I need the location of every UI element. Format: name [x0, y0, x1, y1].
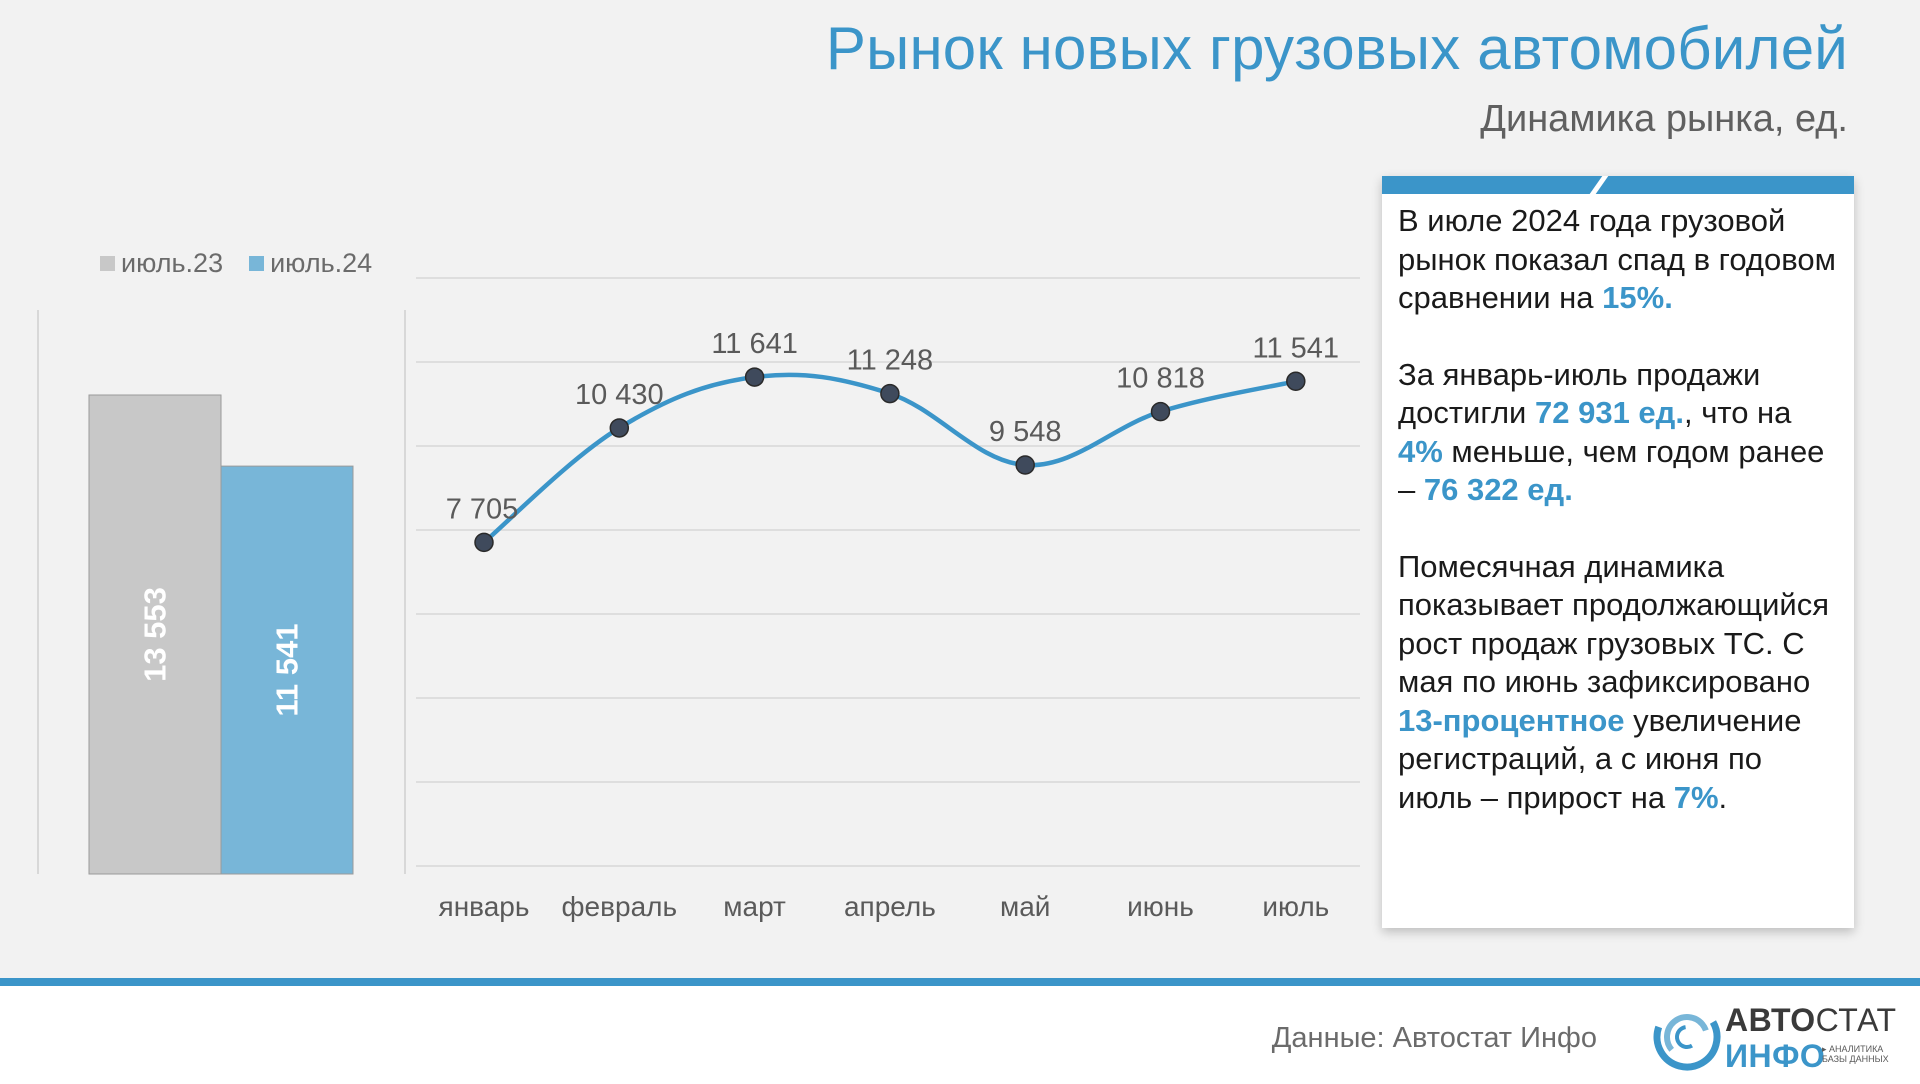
legend-item-2024: июль.24: [249, 248, 372, 279]
line-value-label-февраль: 10 430: [575, 379, 664, 411]
p2-highlight-total: 72 931 ед.: [1535, 395, 1684, 430]
legend-item-2023: июль.23: [100, 248, 223, 279]
logo-text-top: АВТОСТАТ: [1725, 1002, 1897, 1038]
legend-label-2024: июль.24: [270, 248, 373, 278]
charts-area: 13 553 11 541 7 705 январь 10 430 февраль 11 6…: [37, 277, 1360, 922]
p3-text-c: увеличение регистраций, а с июня по июль…: [1398, 702, 1802, 815]
logo-swirl-icon: [1653, 1003, 1721, 1071]
logo-tagline: ▸ АНАЛИТИКА БАЗЫ ДАННЫХ: [1822, 1044, 1889, 1064]
line-value-label-июнь: 10 818: [1116, 363, 1205, 395]
p3-highlight-7: 7%: [1673, 779, 1719, 815]
x-tick-label-май: май: [1000, 891, 1050, 922]
legend-label-2023: июль.23: [121, 248, 224, 278]
summary-text: В июле 2024 года грузовой рынок показал …: [1398, 202, 1844, 855]
line-point-февраль: [609, 418, 630, 438]
page-subtitle: Динамика рынка, ед.: [1480, 98, 1848, 140]
line-point-июнь: [1150, 401, 1171, 422]
textbox-accent-bar: [1382, 176, 1854, 194]
bar-1: [88, 394, 222, 875]
p1-highlight: 15%.: [1602, 280, 1673, 315]
summary-textbox: В июле 2024 года грузовой рынок показал …: [1382, 176, 1854, 928]
line-point-май: [1015, 455, 1035, 475]
summary-paragraph-2: За январь-июль продажи достигли 72 931 е…: [1398, 356, 1844, 510]
line-point-январь: [474, 532, 494, 553]
p3-highlight-13: 13-процентное: [1398, 702, 1625, 738]
line-value-label-май: 9 548: [989, 416, 1062, 448]
p3-text-a: Помесячная динамика показывает продолжаю…: [1398, 548, 1830, 700]
p1-text: В июле 2024 года грузовой рынок показал …: [1398, 203, 1836, 315]
logo-text-bottom: ИНФО: [1725, 1038, 1826, 1074]
legend-swatch-2024: [249, 256, 265, 271]
line-point-март: [744, 367, 765, 387]
line-value-label-апрель: 11 248: [847, 345, 934, 377]
footer: [0, 986, 1920, 1084]
autostat-logo: АВТОСТАТ ИНФО ▸ АНАЛИТИКА БАЗЫ ДАННЫХ: [1650, 1000, 1897, 1074]
x-tick-label-июль: июль: [1262, 891, 1329, 922]
x-tick-label-февраль: февраль: [562, 891, 678, 922]
bar-value-label-2: 11 541: [270, 624, 305, 717]
p3-text-e: .: [1718, 779, 1728, 815]
bar-2: [220, 465, 354, 875]
bar-value-label-1: 13 553: [138, 587, 173, 682]
line-value-label-март: 11 641: [711, 328, 798, 360]
p2-highlight-percent: 4%: [1398, 433, 1443, 469]
p2-text-c: , что на: [1683, 395, 1792, 430]
footer-stripe: [0, 978, 1920, 986]
line-point-апрель: [880, 383, 900, 404]
line-value-label-январь: 7 705: [446, 493, 519, 525]
line-value-label-июль: 11 541: [1253, 332, 1340, 364]
x-tick-label-март: март: [723, 891, 786, 922]
page-title: Рынок новых грузовых автомобилей: [825, 15, 1848, 82]
legend-swatch-2023: [100, 256, 115, 271]
bar-legend: июль.23 июль.24: [100, 248, 372, 279]
textbox-bar-notch: [1589, 176, 1609, 194]
x-tick-label-июнь: июнь: [1127, 891, 1194, 922]
summary-paragraph-3: Помесячная динамика показывает продолжаю…: [1398, 548, 1844, 818]
p2-highlight-prev: 76 322 ед.: [1423, 472, 1573, 507]
summary-paragraph-1: В июле 2024 года грузовой рынок показал …: [1398, 202, 1844, 318]
p2-text-e: меньше, чем годом ранее –: [1398, 433, 1825, 508]
x-tick-label-январь: январь: [439, 891, 530, 922]
line-point-июль: [1286, 371, 1306, 392]
p2-text-a: За январь-июль продажи достигли: [1398, 356, 1761, 431]
x-tick-label-апрель: апрель: [844, 891, 936, 922]
source-note: Данные: Автостат Инфо: [1271, 1022, 1597, 1054]
